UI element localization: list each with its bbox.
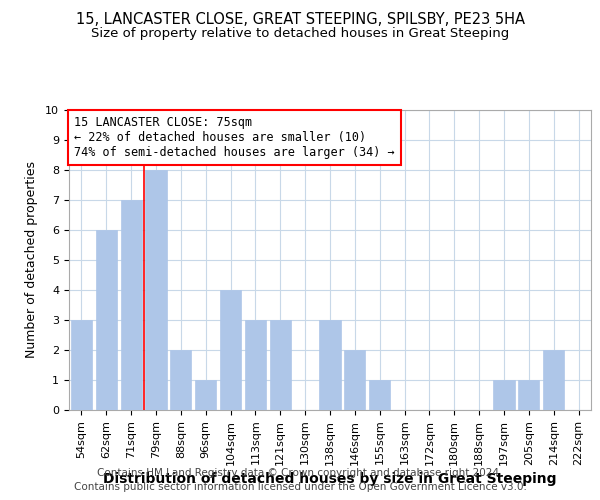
Text: Size of property relative to detached houses in Great Steeping: Size of property relative to detached ho… <box>91 28 509 40</box>
Bar <box>543 350 564 410</box>
Bar <box>319 320 341 410</box>
Bar <box>121 200 142 410</box>
Bar <box>369 380 390 410</box>
X-axis label: Distribution of detached houses by size in Great Steeping: Distribution of detached houses by size … <box>103 472 557 486</box>
Text: 15, LANCASTER CLOSE, GREAT STEEPING, SPILSBY, PE23 5HA: 15, LANCASTER CLOSE, GREAT STEEPING, SPI… <box>76 12 524 28</box>
Y-axis label: Number of detached properties: Number of detached properties <box>25 162 38 358</box>
Bar <box>493 380 515 410</box>
Bar <box>220 290 241 410</box>
Text: 15 LANCASTER CLOSE: 75sqm
← 22% of detached houses are smaller (10)
74% of semi-: 15 LANCASTER CLOSE: 75sqm ← 22% of detac… <box>74 116 395 159</box>
Bar <box>170 350 191 410</box>
Bar <box>145 170 167 410</box>
Bar <box>71 320 92 410</box>
Bar <box>344 350 365 410</box>
Bar <box>96 230 117 410</box>
Bar <box>518 380 539 410</box>
Bar <box>245 320 266 410</box>
Bar <box>270 320 291 410</box>
Bar <box>195 380 216 410</box>
Text: Contains HM Land Registry data © Crown copyright and database right 2024.
Contai: Contains HM Land Registry data © Crown c… <box>74 468 526 492</box>
